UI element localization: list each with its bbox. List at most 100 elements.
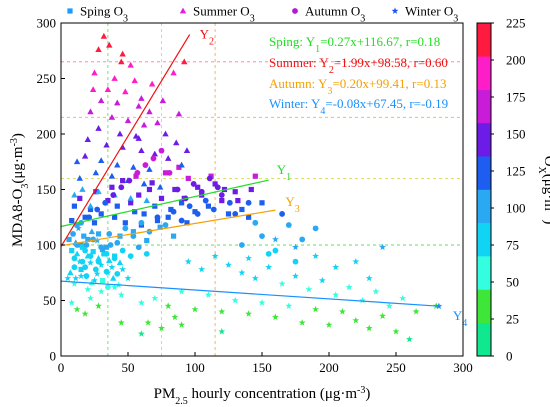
- x-tick-label: 50: [122, 360, 135, 375]
- data-point: [84, 285, 92, 293]
- data-point: [84, 252, 91, 259]
- data-point: [110, 192, 117, 198]
- data-point: [97, 288, 105, 295]
- data-point: [127, 61, 134, 68]
- y-tick-label: 300: [37, 16, 57, 31]
- data-point: [171, 313, 179, 321]
- data-point: [79, 186, 86, 192]
- data-point: [103, 141, 110, 148]
- data-point: [332, 263, 340, 271]
- data-point: [114, 239, 121, 246]
- data-point: [154, 119, 161, 126]
- data-point: [122, 88, 129, 95]
- data-point: [365, 274, 373, 282]
- data-point: [219, 198, 225, 204]
- data-point: [245, 310, 252, 317]
- colorbar-segment: [477, 122, 491, 157]
- data-point: [272, 247, 279, 254]
- data-point: [246, 214, 252, 220]
- data-point: [164, 302, 172, 309]
- data-point: [73, 158, 81, 165]
- data-point: [79, 244, 86, 250]
- regression-label-y1: Y1: [277, 162, 291, 183]
- regression-line-summer: [60, 34, 191, 247]
- y-tick-label: 250: [37, 71, 57, 86]
- data-point: [130, 163, 137, 170]
- data-point: [87, 202, 94, 209]
- data-point: [248, 186, 254, 193]
- data-point: [174, 186, 181, 193]
- data-point: [359, 296, 366, 304]
- data-point: [98, 211, 104, 217]
- data-point: [144, 319, 152, 326]
- data-point: [178, 217, 185, 224]
- data-point: [105, 284, 111, 291]
- data-point: [170, 208, 177, 215]
- data-point: [77, 272, 85, 279]
- data-point: [89, 86, 97, 92]
- data-point: [106, 257, 113, 263]
- colorbar-tick-label: 50: [506, 275, 519, 290]
- x-tick-label: 200: [319, 360, 339, 375]
- data-point: [134, 169, 141, 176]
- data-point: [211, 252, 219, 259]
- data-point: [225, 211, 232, 217]
- data-point: [87, 259, 94, 266]
- data-point: [352, 316, 360, 324]
- x-tick-label: 0: [58, 360, 65, 375]
- data-point: [117, 291, 125, 298]
- colorbar-segment: [477, 56, 491, 90]
- data-point: [106, 231, 113, 237]
- data-point: [117, 319, 125, 326]
- data-point: [218, 308, 226, 315]
- data-point: [379, 243, 386, 251]
- data-point: [239, 242, 245, 248]
- data-point: [154, 214, 161, 221]
- data-point: [101, 251, 107, 257]
- colorbar-tick-label: 25: [506, 312, 519, 327]
- data-point: [124, 117, 132, 124]
- data-point: [150, 155, 157, 162]
- data-point: [136, 192, 142, 198]
- data-point: [95, 254, 102, 261]
- data-point: [142, 162, 149, 168]
- colorbar-tick-label: 150: [506, 127, 526, 142]
- data-point: [81, 310, 89, 317]
- data-point: [168, 206, 174, 213]
- data-point: [116, 130, 124, 137]
- data-point: [151, 294, 159, 302]
- data-point: [252, 173, 258, 179]
- x-tick-label: 300: [453, 360, 473, 375]
- data-point: [116, 259, 124, 266]
- data-point: [205, 203, 211, 209]
- data-point: [140, 121, 148, 128]
- data-point: [98, 97, 105, 104]
- legend-label: Summer O3: [193, 4, 255, 25]
- data-point: [106, 41, 113, 48]
- data-point: [104, 86, 112, 92]
- data-point: [325, 321, 333, 328]
- data-point: [305, 285, 313, 293]
- colorbar-tick-label: 125: [506, 164, 526, 179]
- data-point: [135, 135, 142, 141]
- data-point: [151, 150, 158, 157]
- colorbar-tick-label: 225: [506, 16, 526, 31]
- data-point: [88, 228, 96, 235]
- data-point: [245, 199, 252, 206]
- data-point: [82, 214, 88, 220]
- data-point: [312, 225, 319, 232]
- data-point: [173, 139, 180, 146]
- data-point: [130, 229, 136, 235]
- data-point: [312, 252, 319, 259]
- data-point: [103, 244, 110, 250]
- data-point: [152, 203, 158, 209]
- colorbar-tick-label: 75: [506, 238, 519, 253]
- data-point: [292, 272, 299, 279]
- data-point: [372, 288, 380, 295]
- y-tick-label: 150: [37, 182, 57, 197]
- data-point: [184, 258, 192, 265]
- data-point: [239, 206, 245, 213]
- reference-lines: [61, 23, 463, 356]
- data-point: [365, 324, 373, 332]
- data-point: [77, 195, 83, 201]
